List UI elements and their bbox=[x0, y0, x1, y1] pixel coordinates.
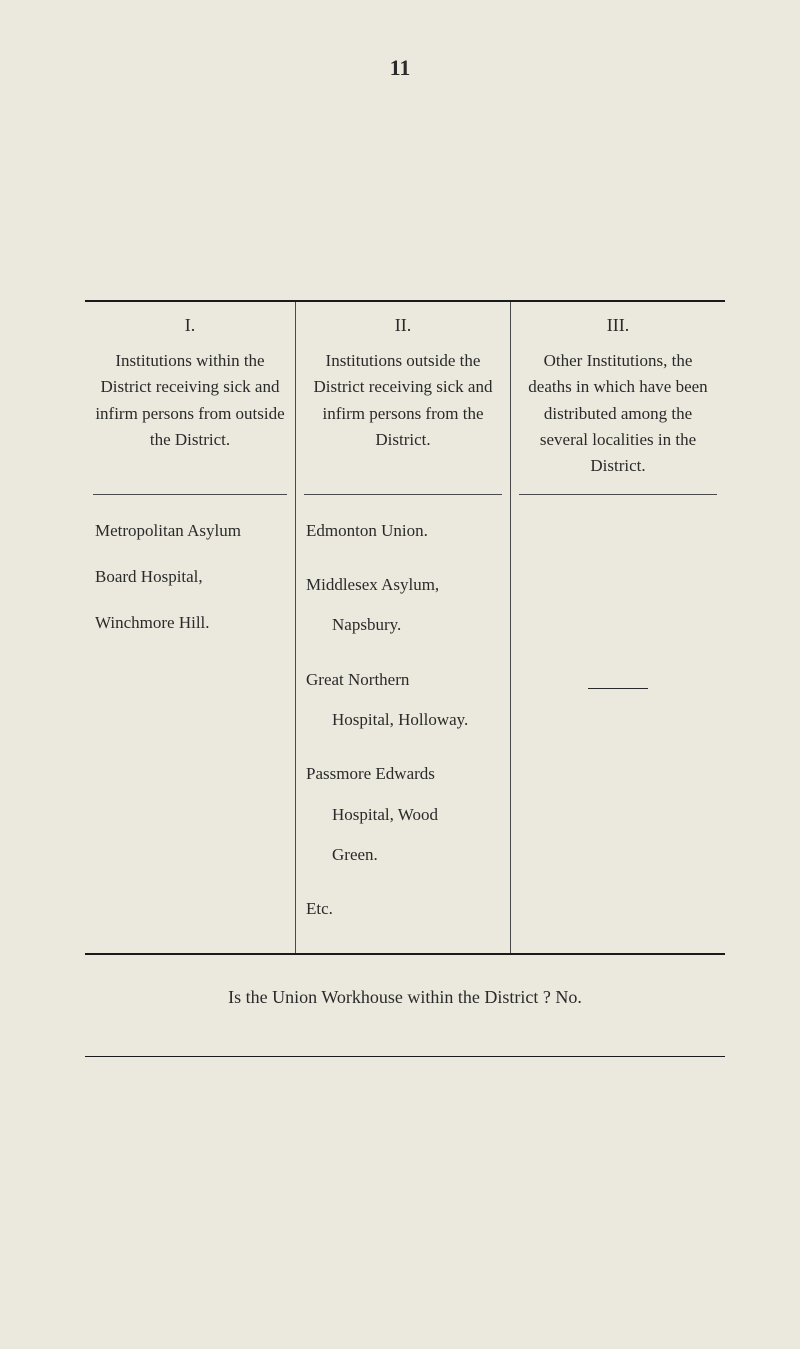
c2-entry-line: Hospital, Wood bbox=[332, 802, 500, 828]
empty-dash-icon bbox=[588, 688, 648, 689]
table-body-row: Metropolitan Asylum Board Hospital, Winc… bbox=[85, 494, 725, 953]
header-cell-3: III. Other Institutions, the deaths in w… bbox=[510, 302, 725, 494]
c1-line: Metropolitan Asylum bbox=[95, 518, 285, 544]
c2-entry-line: Green. bbox=[332, 842, 500, 868]
desc-3: Other Institutions, the deaths in which … bbox=[521, 348, 715, 480]
body-cell-2: Edmonton Union. Middlesex Asylum, Napsbu… bbox=[295, 494, 510, 953]
bottom-border bbox=[85, 1056, 725, 1057]
c2-entry-2: Middlesex Asylum, Napsbury. bbox=[306, 572, 500, 639]
c2-entry-line: Middlesex Asylum, bbox=[306, 572, 500, 598]
question-text: Is the Union Workhouse within the Distri… bbox=[228, 987, 582, 1007]
table-header-row: I. Institutions within the District rece… bbox=[85, 302, 725, 494]
desc-1: Institutions within the District receivi… bbox=[95, 348, 285, 453]
institutions-table: I. Institutions within the District rece… bbox=[85, 300, 725, 1057]
body-cell-3 bbox=[510, 494, 725, 953]
c2-entry-3: Great Northern Hospital, Holloway. bbox=[306, 667, 500, 734]
c2-entry-line: Great Northern bbox=[306, 667, 500, 693]
header-cell-2: II. Institutions outside the District re… bbox=[295, 302, 510, 494]
document-page: 11 I. Institutions within the District r… bbox=[0, 0, 800, 1349]
c2-entry-etc: Etc. bbox=[306, 896, 500, 922]
c2-entry-line: Hospital, Holloway. bbox=[332, 707, 500, 733]
question-row: Is the Union Workhouse within the Distri… bbox=[85, 953, 725, 1056]
c1-institution: Metropolitan Asylum Board Hospital, Winc… bbox=[95, 518, 285, 637]
c1-line: Board Hospital, bbox=[95, 564, 285, 590]
c2-entry-line: Napsbury. bbox=[332, 612, 500, 638]
desc-2: Institutions outside the District receiv… bbox=[306, 348, 500, 453]
c2-entry-line: Passmore Edwards bbox=[306, 761, 500, 787]
page-number: 11 bbox=[0, 55, 800, 81]
roman-3: III. bbox=[521, 312, 715, 340]
c1-line: Winchmore Hill. bbox=[95, 610, 285, 636]
c2-entry-1: Edmonton Union. bbox=[306, 518, 500, 544]
roman-2: II. bbox=[306, 312, 500, 340]
header-cell-1: I. Institutions within the District rece… bbox=[85, 302, 295, 494]
body-cell-1: Metropolitan Asylum Board Hospital, Winc… bbox=[85, 494, 295, 953]
c2-entry-4: Passmore Edwards Hospital, Wood Green. bbox=[306, 761, 500, 868]
roman-1: I. bbox=[95, 312, 285, 340]
